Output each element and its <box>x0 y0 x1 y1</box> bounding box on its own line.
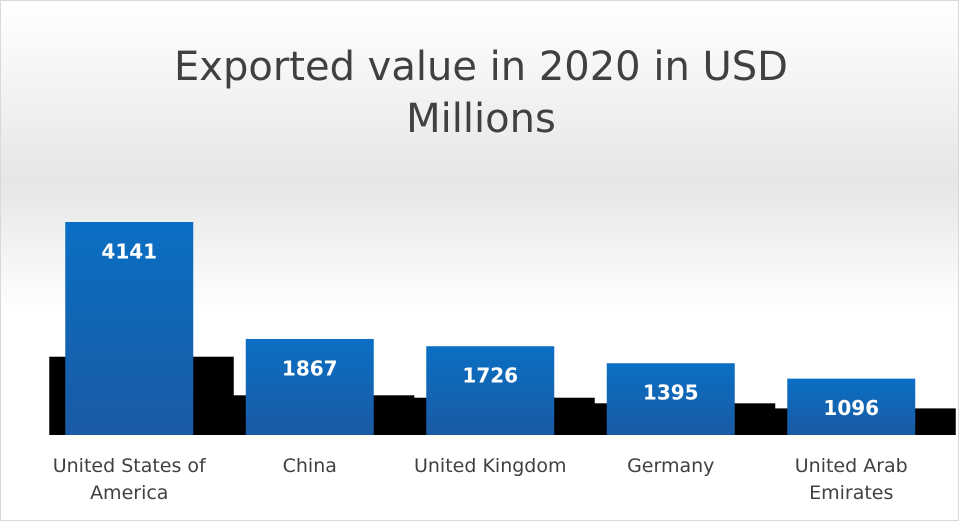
x-tick-label: United Arab Emirates <box>794 455 908 504</box>
x-tick-label: United States of America <box>52 455 206 504</box>
x-tick-label: United Kingdom <box>413 455 567 477</box>
bar <box>787 378 916 435</box>
value-label: 1726 <box>462 364 518 388</box>
x-tick-label: China <box>282 455 337 477</box>
value-label: 1867 <box>282 356 338 380</box>
value-label: 4141 <box>101 240 157 264</box>
value-label: 1096 <box>823 396 879 420</box>
bar <box>606 363 735 435</box>
x-tick-label: Germany <box>627 455 715 477</box>
bar <box>65 222 194 435</box>
bar <box>245 338 374 435</box>
value-label: 1395 <box>643 381 699 405</box>
bar <box>426 346 555 435</box>
chart-title: Exported value in 2020 in USD Millions <box>174 44 788 142</box>
